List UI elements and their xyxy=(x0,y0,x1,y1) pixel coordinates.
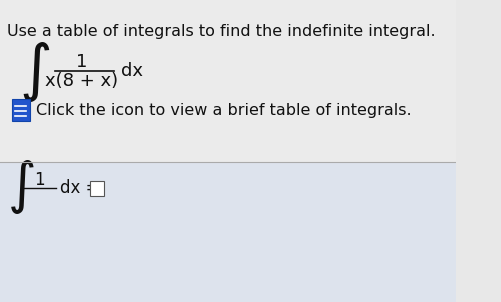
FancyBboxPatch shape xyxy=(90,181,104,195)
Text: dx =: dx = xyxy=(60,179,99,197)
FancyBboxPatch shape xyxy=(0,162,455,302)
Text: $\int$: $\int$ xyxy=(19,40,50,104)
Text: Use a table of integrals to find the indefinite integral.: Use a table of integrals to find the ind… xyxy=(7,24,435,39)
Text: $\int$: $\int$ xyxy=(7,158,35,216)
Text: 1: 1 xyxy=(34,171,44,189)
Text: 1: 1 xyxy=(76,53,87,71)
Text: x(8 + x): x(8 + x) xyxy=(45,72,118,90)
Text: dx: dx xyxy=(121,62,143,80)
FancyBboxPatch shape xyxy=(12,99,30,121)
FancyBboxPatch shape xyxy=(0,0,455,162)
Text: Click the icon to view a brief table of integrals.: Click the icon to view a brief table of … xyxy=(36,102,411,117)
